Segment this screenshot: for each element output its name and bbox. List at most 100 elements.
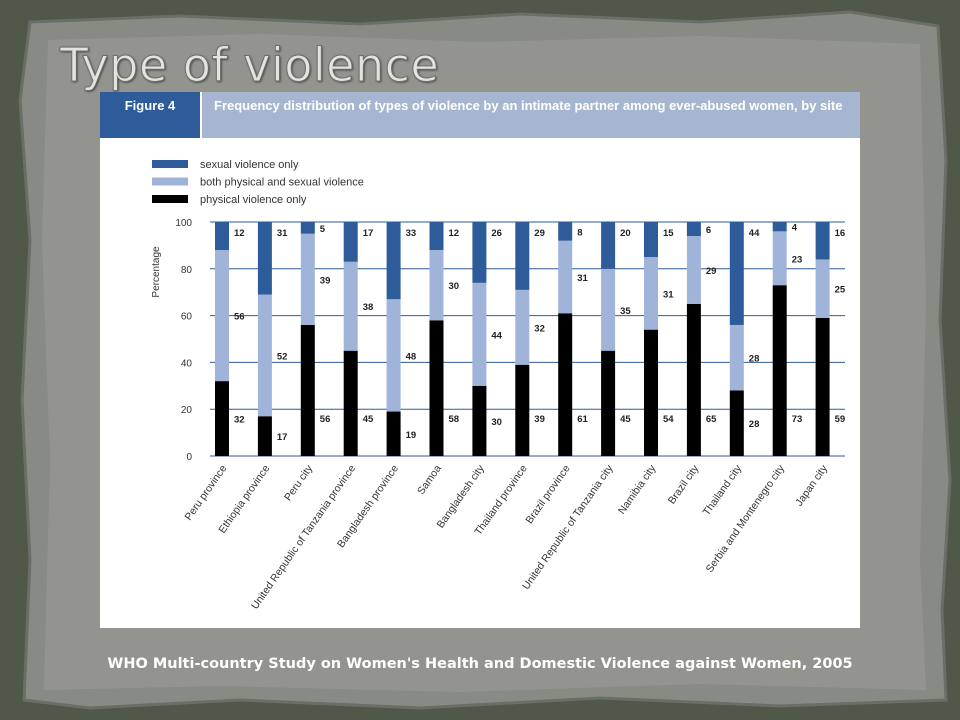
data-label: 48 (406, 351, 417, 362)
data-label: 19 (406, 430, 417, 441)
figure-panel: Figure 4 Frequency distribution of types… (100, 92, 860, 628)
data-label: 73 (792, 414, 803, 425)
x-tick-label: Brazil province (523, 463, 572, 526)
data-label: 32 (234, 415, 245, 426)
y-tick-label: 20 (181, 405, 193, 416)
data-label: 31 (577, 273, 588, 284)
bar-segment (386, 299, 401, 412)
bar-segment (815, 259, 830, 318)
data-label: 31 (663, 289, 674, 300)
data-label: 38 (363, 302, 374, 313)
bar-segment (215, 222, 229, 251)
figure-label: Figure 4 (100, 92, 200, 138)
data-label: 58 (449, 414, 460, 425)
data-label: 45 (363, 414, 374, 425)
data-label: 31 (277, 228, 288, 239)
legend-label: physical violence only (200, 194, 307, 206)
y-tick-label: 100 (175, 218, 192, 229)
data-label: 59 (835, 414, 846, 425)
legend-swatch (152, 195, 188, 203)
data-label: 12 (234, 228, 245, 239)
data-label: 20 (620, 228, 631, 239)
bar-segment (215, 250, 229, 382)
bar-segment (429, 222, 444, 251)
bar-segment (343, 222, 358, 262)
legend-swatch (152, 160, 188, 168)
stacked-bar-chart: sexual violence only both physical and se… (151, 159, 846, 612)
bar-segment (515, 289, 530, 365)
data-label: 52 (277, 351, 288, 362)
x-tick-label: Peru city (282, 462, 316, 503)
data-label: 39 (534, 414, 545, 425)
x-tick-label: Peru province (182, 463, 229, 523)
bar-segment (729, 222, 744, 325)
bar-segment (300, 233, 315, 325)
bar-segment (601, 268, 616, 351)
figure-header: Figure 4 Frequency distribution of types… (100, 92, 860, 138)
data-label: 8 (577, 227, 582, 238)
bar-segment (386, 411, 401, 456)
legend-label: both physical and sexual violence (200, 177, 364, 189)
data-label: 44 (749, 228, 760, 239)
y-axis-label: Percentage (151, 246, 162, 298)
bar-segment (686, 303, 701, 456)
data-label: 29 (534, 228, 545, 239)
data-label: 30 (449, 281, 460, 292)
bar-segment (343, 350, 358, 456)
bar-segment (815, 222, 830, 260)
data-label: 32 (534, 323, 545, 334)
bar-segment (686, 222, 701, 237)
bar-segment (343, 261, 358, 351)
x-tick-label: United Republic of Tanzania city (520, 462, 616, 592)
y-tick-label: 60 (181, 312, 193, 323)
bar-segment (815, 317, 830, 456)
bar-segment (772, 231, 787, 286)
data-label: 44 (491, 330, 502, 341)
data-label: 16 (835, 228, 846, 239)
bar-segment (686, 236, 701, 304)
data-label: 54 (663, 414, 674, 425)
x-tick-label: Namibia city (616, 462, 659, 516)
bar-segment (215, 381, 229, 456)
data-label: 45 (620, 414, 631, 425)
data-label: 35 (620, 306, 631, 317)
bar-segment (558, 313, 573, 456)
bar-segment (472, 282, 487, 386)
data-label: 28 (749, 354, 760, 365)
bar-segment (601, 222, 616, 269)
x-tick-label: Thailand city (701, 462, 745, 518)
x-tick-label: Serbia and Montenegro city (704, 462, 788, 575)
slide-title: Type of violence (59, 38, 440, 93)
data-label: 12 (449, 228, 460, 239)
bar-segment (729, 324, 744, 391)
y-tick-label: 40 (181, 358, 193, 369)
data-label: 65 (706, 414, 717, 425)
legend-swatch (152, 177, 188, 186)
bar-segment (257, 294, 272, 417)
data-label: 61 (577, 414, 588, 425)
x-tick-label: Japan city (793, 462, 830, 508)
bar-segment (386, 222, 401, 300)
x-tick-label: Brazil city (666, 462, 702, 506)
bar-segment (558, 222, 573, 241)
figure-caption: Frequency distribution of types of viole… (200, 92, 860, 138)
data-label: 30 (491, 417, 502, 428)
bar-segment (472, 222, 487, 283)
data-label: 28 (749, 419, 760, 430)
bar-segment (472, 385, 487, 456)
bar-segment (644, 329, 658, 456)
bar-segment (300, 324, 315, 456)
data-label: 29 (706, 266, 717, 277)
bar-segment (729, 390, 744, 456)
bar-segment (300, 222, 315, 234)
data-label: 23 (792, 254, 803, 265)
legend-label: sexual violence only (200, 159, 299, 171)
data-label: 17 (277, 432, 288, 443)
data-label: 17 (363, 228, 374, 239)
data-label: 6 (706, 225, 711, 236)
bar-segment (772, 285, 787, 456)
bar-segment (772, 222, 787, 232)
bar-segment (257, 416, 272, 456)
data-label: 33 (406, 228, 417, 239)
y-tick-label: 80 (181, 265, 193, 276)
